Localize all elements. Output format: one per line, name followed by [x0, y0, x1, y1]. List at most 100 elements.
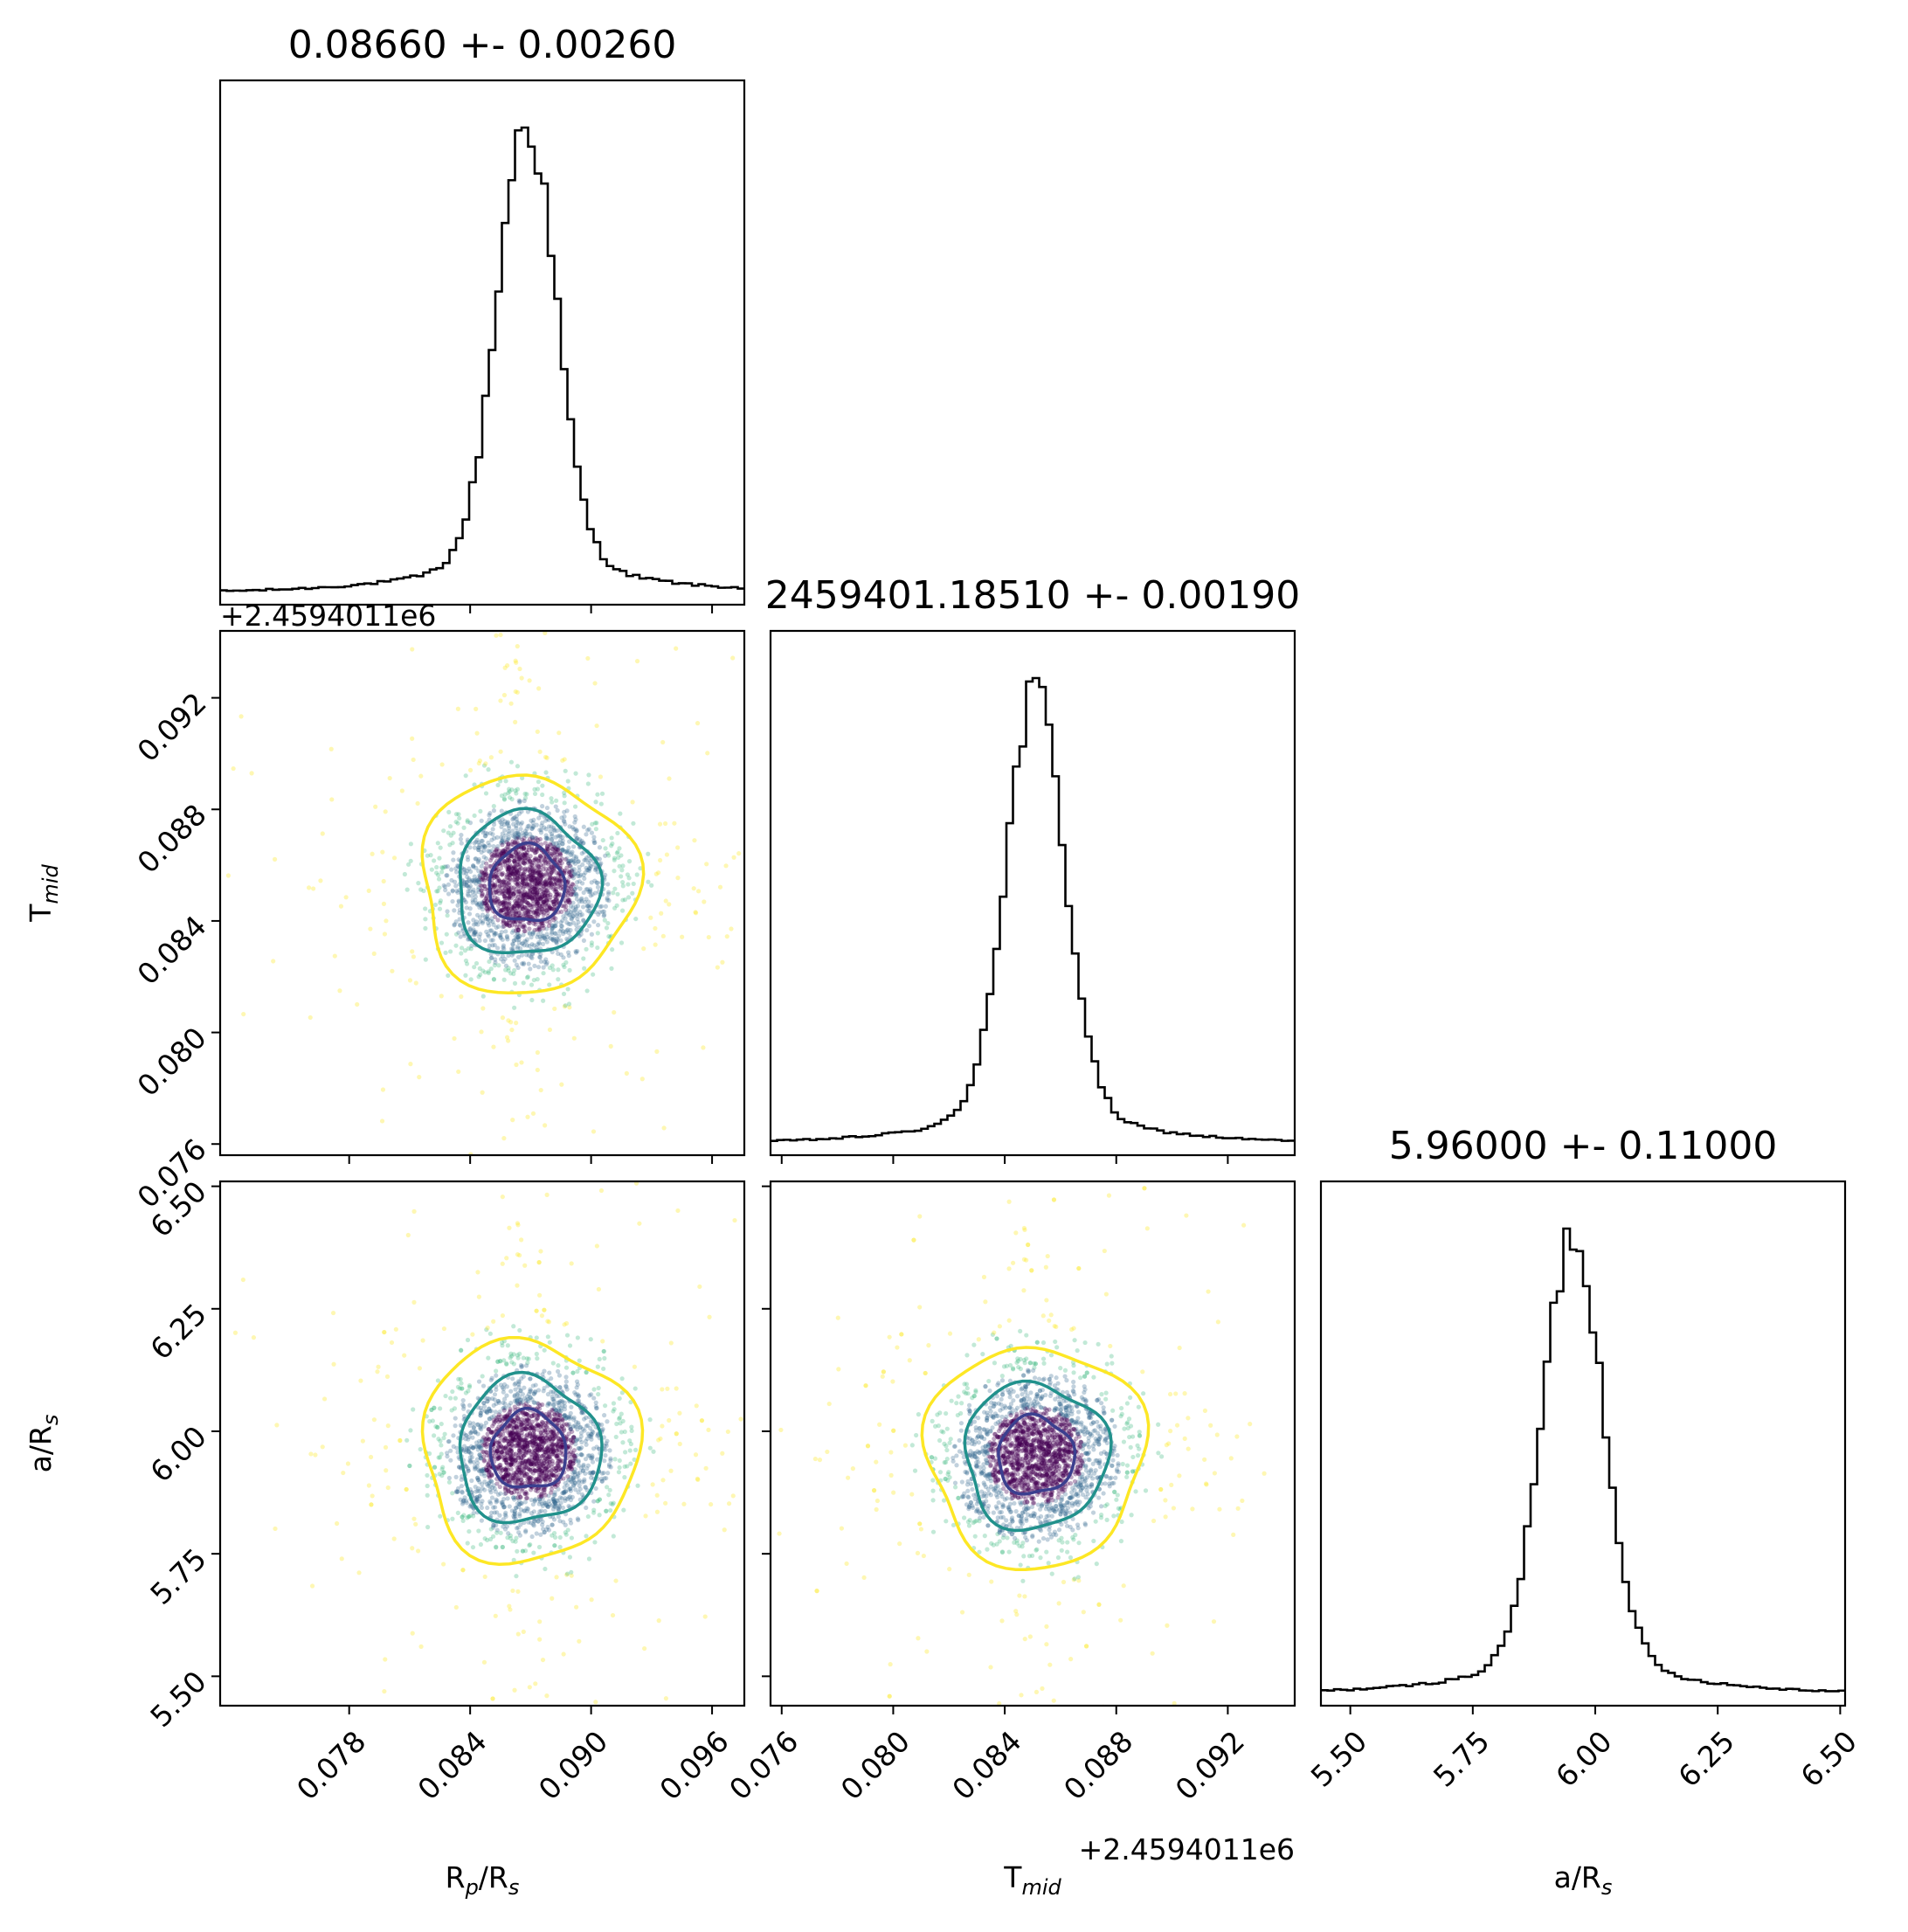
- scatter-point: [511, 1515, 517, 1520]
- scatter-point: [553, 834, 558, 840]
- scatter-point: [693, 911, 699, 916]
- scatter-point: [569, 886, 574, 891]
- scatter-point: [588, 1850, 592, 1854]
- scatter-point: [500, 872, 505, 877]
- scatter-point: [504, 1524, 510, 1529]
- scatter-point: [881, 1533, 886, 1537]
- scatter-point: [553, 1473, 558, 1478]
- scatter-point: [589, 830, 595, 835]
- scatter-point: [515, 1481, 520, 1487]
- scatter-point: [557, 858, 563, 863]
- scatter-point: [526, 1418, 531, 1423]
- scatter-point: [512, 890, 518, 896]
- scatter-point: [572, 1470, 577, 1475]
- scatter-point: [540, 1453, 545, 1459]
- scatter-point: [498, 1470, 503, 1475]
- scatter-point: [526, 856, 531, 862]
- scatter-point: [546, 1464, 551, 1469]
- scatter-point: [480, 1437, 485, 1442]
- scatter-point: [539, 1447, 544, 1452]
- scatter-point: [472, 932, 477, 938]
- scatter-point: [528, 903, 533, 908]
- scatter-point: [511, 1471, 516, 1476]
- scatter-point: [555, 807, 560, 814]
- scatter-point: [514, 1421, 519, 1426]
- scatter-point: [500, 1544, 505, 1550]
- scatter-point: [540, 920, 545, 925]
- scatter-point: [551, 1504, 556, 1509]
- scatter-point: [506, 896, 512, 901]
- scatter-point: [529, 1449, 535, 1454]
- scatter-point: [556, 1417, 561, 1423]
- scatter-point: [478, 1410, 483, 1416]
- scatter-point: [499, 1435, 504, 1440]
- scatter-point: [508, 890, 515, 896]
- scatter-point: [591, 919, 597, 924]
- scatter-point: [538, 1494, 544, 1499]
- scatter-point: [528, 1487, 534, 1492]
- scatter-point: [413, 1521, 418, 1527]
- scatter-point: [453, 1489, 459, 1495]
- scatter-point: [516, 881, 522, 886]
- scatter-point: [478, 1453, 483, 1458]
- scatter-point: [533, 1452, 539, 1458]
- scatter-point: [594, 1405, 599, 1411]
- scatter-point: [464, 1464, 469, 1470]
- scatter-point: [551, 1517, 557, 1522]
- scatter-point: [540, 1420, 545, 1425]
- scatter-point: [632, 1457, 637, 1463]
- scatter-point: [537, 904, 543, 909]
- scatter-point: [508, 1388, 514, 1394]
- scatter-point: [506, 786, 512, 792]
- scatter-point: [455, 1489, 460, 1494]
- scatter-point: [369, 1502, 374, 1507]
- scatter-point: [528, 831, 533, 837]
- scatter-point: [475, 1475, 480, 1480]
- scatter-point: [562, 1489, 567, 1495]
- scatter-point: [528, 1439, 533, 1445]
- scatter-point: [526, 961, 531, 966]
- scatter-point: [552, 1006, 557, 1012]
- scatter-point: [577, 864, 582, 869]
- scatter-point: [526, 1356, 531, 1361]
- scatter-point: [536, 941, 543, 946]
- scatter-point: [500, 889, 505, 895]
- scatter-point: [542, 1487, 547, 1492]
- scatter-point: [847, 1294, 851, 1298]
- scatter-point: [510, 1430, 515, 1436]
- scatter-point: [527, 886, 532, 891]
- scatter-point: [732, 1217, 737, 1223]
- scatter-point: [561, 991, 567, 997]
- scatter-point: [523, 1433, 529, 1438]
- scatter-point: [553, 889, 558, 895]
- scatter-point: [482, 1473, 487, 1478]
- scatter-point: [591, 1499, 597, 1504]
- scatter-point: [528, 1425, 533, 1431]
- scatter-point: [517, 906, 523, 912]
- scatter-point: [517, 933, 522, 939]
- scatter-point: [554, 939, 559, 945]
- scatter-point: [523, 1450, 529, 1456]
- scatter-point: [550, 1407, 555, 1412]
- scatter-point: [808, 903, 812, 907]
- scatter-point: [550, 1433, 555, 1438]
- scatter-point: [545, 1464, 551, 1469]
- scatter-point: [581, 872, 586, 877]
- scatter-point: [522, 1395, 527, 1402]
- scatter-point: [445, 909, 450, 914]
- scatter-point: [549, 831, 555, 837]
- scatter-point: [528, 891, 533, 897]
- scatter-point: [558, 1406, 563, 1411]
- scatter-point: [532, 895, 537, 900]
- scatter-point: [515, 924, 520, 930]
- scatter-point: [487, 1409, 493, 1414]
- scatter-point: [495, 1398, 501, 1404]
- scatter-point: [487, 1473, 492, 1478]
- scatter-point: [238, 714, 244, 719]
- scatter-point: [579, 838, 584, 843]
- scatter-point: [506, 1018, 511, 1023]
- scatter-point: [502, 894, 508, 900]
- scatter-point: [470, 1545, 476, 1550]
- scatter-point: [577, 886, 583, 891]
- scatter-point: [464, 880, 469, 885]
